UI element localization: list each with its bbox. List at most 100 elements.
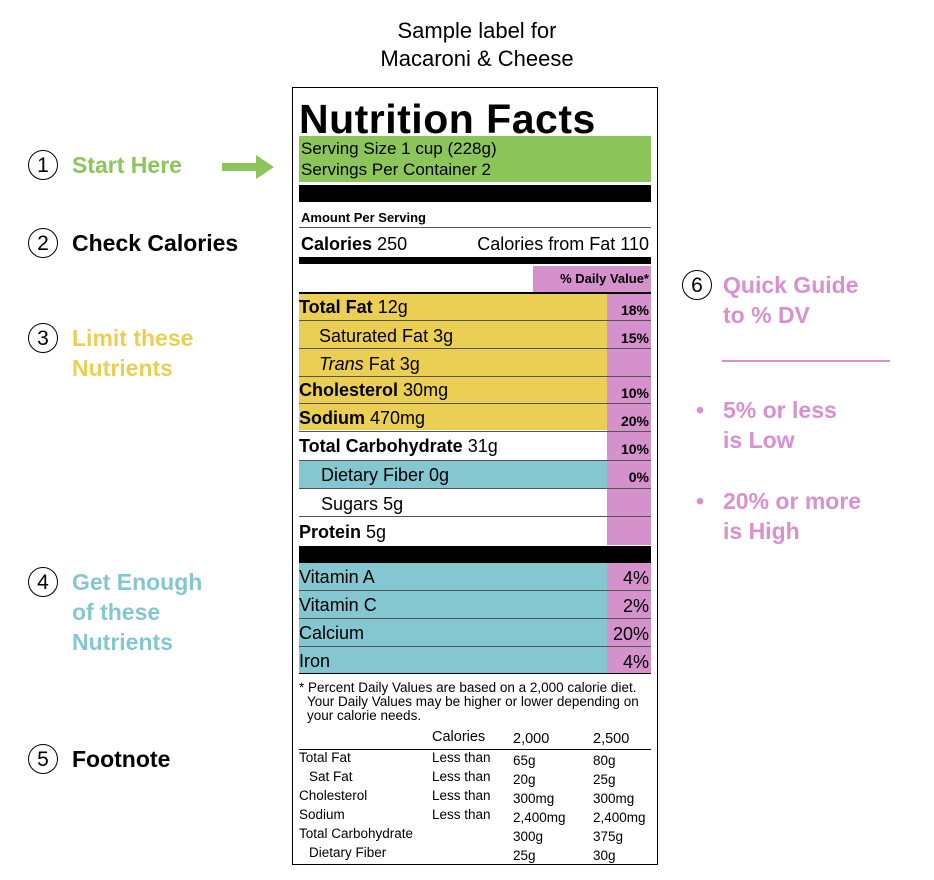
table-row-label: Sodium <box>299 807 345 822</box>
nutrient-sodium: Sodium 470mg <box>299 408 426 428</box>
calories-label: Calories <box>301 234 373 254</box>
callout-text: Limit these <box>72 325 194 351</box>
servings-per-container: Servings Per Container 2 <box>301 160 491 179</box>
thick-divider <box>299 546 651 563</box>
fiber-bg <box>299 461 607 488</box>
table-cell: Less than <box>432 807 491 822</box>
callout-text: to % DV <box>723 302 810 328</box>
divider <box>299 403 651 404</box>
divider <box>299 516 651 517</box>
nutrient-trans-fat: Trans Fat 3g <box>319 354 420 374</box>
table-cell: Less than <box>432 769 491 784</box>
table-cell: 300g <box>513 829 544 844</box>
table-row-label: Total Carbohydrate <box>299 826 414 841</box>
guide-text: is High <box>723 518 800 544</box>
callout-number: 1 <box>28 150 58 180</box>
table-cell: 65g <box>513 753 536 768</box>
dv-cholesterol: 10% <box>620 385 649 401</box>
dv-saturated-fat: 15% <box>620 330 649 346</box>
amount-per-serving: Amount Per Serving <box>301 210 426 225</box>
header-line-1: Sample label for <box>397 18 557 43</box>
callout-number: 6 <box>682 270 712 300</box>
table-cell: 25g <box>513 848 536 863</box>
nutrient-dietary-fiber: Dietary Fiber 0g <box>321 465 450 485</box>
callout-text: Nutrients <box>72 355 173 381</box>
divider <box>299 431 651 432</box>
divider <box>299 646 651 647</box>
guide-text: 20% or more <box>723 488 862 514</box>
divider <box>299 590 651 591</box>
table-cell: 2,400mg <box>593 810 646 825</box>
calcium: Calcium <box>299 623 365 643</box>
table-row-label: Cholesterol <box>299 788 368 803</box>
label-title: Nutrition Facts <box>299 96 596 142</box>
footnote-line: Your Daily Values may be higher or lower… <box>307 694 639 709</box>
divider <box>299 320 651 321</box>
nutrition-label: Nutrition Facts Serving Size 1 cup (228g… <box>292 87 658 865</box>
table-row-label: Sat Fat <box>309 769 353 784</box>
table-cell: Less than <box>432 788 491 803</box>
callout-number: 4 <box>28 567 58 597</box>
table-cell: 375g <box>593 829 624 844</box>
callout-text: Quick Guide <box>723 272 859 298</box>
table-cell: 300mg <box>593 791 635 806</box>
callout-number: 3 <box>28 323 58 353</box>
dv-iron: 4% <box>622 652 649 672</box>
vitamin-a: Vitamin A <box>299 567 375 587</box>
nutrient-protein: Protein 5g <box>299 522 387 542</box>
table-header-2500: 2,500 <box>593 731 630 747</box>
callout-text: Check Calories <box>72 230 239 256</box>
table-cell: 80g <box>593 753 616 768</box>
serving-section: Serving Size 1 cup (228g) Servings Per C… <box>299 136 651 182</box>
table-cell: 25g <box>593 772 616 787</box>
divider <box>299 460 651 461</box>
callout-text: Start Here <box>72 152 182 178</box>
divider <box>299 673 651 674</box>
dv-header: % Daily Value* <box>560 271 649 286</box>
dv-column <box>607 292 651 545</box>
nutrient-saturated-fat: Saturated Fat 3g <box>319 326 454 346</box>
divider <box>299 348 651 349</box>
divider <box>299 488 651 489</box>
header-line-2: Macaroni & Cheese <box>380 46 574 71</box>
divider <box>299 227 651 228</box>
table-row-label: Total Fat <box>299 750 351 765</box>
callout-number: 2 <box>28 228 58 258</box>
limit-nutrients-bg <box>299 293 607 430</box>
table-cell: 30g <box>593 848 616 863</box>
callout-text: Nutrients <box>72 629 173 655</box>
dv-calcium: 20% <box>612 624 649 644</box>
guide-divider <box>722 360 890 362</box>
footnote-line: your calorie needs. <box>307 708 422 723</box>
divider <box>299 749 651 750</box>
serving-size: Serving Size 1 cup (228g) <box>301 139 497 158</box>
divider <box>299 376 651 377</box>
dv-total-carbohydrate: 10% <box>620 441 649 457</box>
calories-value: 250 <box>377 234 408 254</box>
table-cell: 300mg <box>513 791 555 806</box>
table-row-label: Dietary Fiber <box>309 845 387 860</box>
guide-text: 5% or less <box>723 397 837 423</box>
callout-text: Get Enough <box>72 569 203 595</box>
nutrient-sugars: Sugars 5g <box>321 494 404 514</box>
callout-number: 5 <box>28 744 58 774</box>
callout-text: Footnote <box>72 746 171 772</box>
dv-dietary-fiber: 0% <box>628 469 649 485</box>
arrow-right-icon <box>222 155 274 179</box>
table-header-2000: 2,000 <box>513 731 550 747</box>
dv-total-fat: 18% <box>620 302 649 318</box>
dv-vitamin-c: 2% <box>622 596 649 616</box>
dv-sodium: 20% <box>620 413 649 429</box>
table-cell: Less than <box>432 750 491 765</box>
vitamin-c: Vitamin C <box>299 595 377 615</box>
footnote-line: * Percent Daily Values are based on a 2,… <box>299 680 637 695</box>
table-cell: 20g <box>513 772 536 787</box>
nutrient-total-fat: Total Fat 12g <box>299 297 408 317</box>
bullet-icon: • <box>696 488 705 514</box>
nutrient-cholesterol: Cholesterol 30mg <box>299 380 449 400</box>
dv-header-bg <box>533 266 651 292</box>
calories-row: Calories 250 <box>301 234 407 255</box>
calories-from-fat: Calories from Fat 110 <box>477 234 649 254</box>
table-cell: 2,400mg <box>513 810 566 825</box>
divider <box>299 292 651 294</box>
